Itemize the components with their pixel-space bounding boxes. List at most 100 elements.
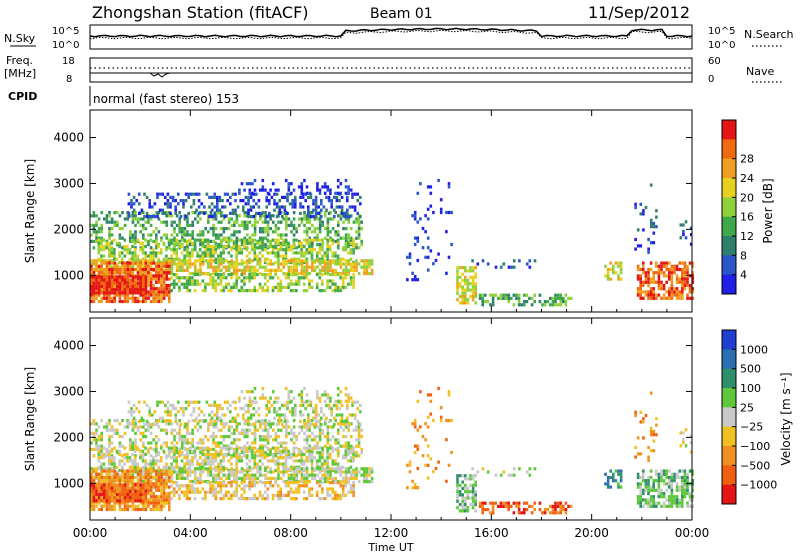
power-cell [248, 238, 251, 242]
power-cell [249, 208, 253, 212]
velocity-cell [90, 470, 93, 474]
velocity-cell [272, 438, 275, 442]
power-cell [326, 254, 329, 258]
velocity-cell [152, 482, 155, 486]
velocity-cell [287, 454, 291, 458]
power-cell [152, 283, 155, 288]
power-cell [157, 293, 161, 297]
velocity-cell [235, 487, 238, 491]
power-cell [116, 293, 119, 297]
velocity-cell [237, 484, 241, 488]
power-cell [95, 267, 98, 272]
power-cell [230, 259, 233, 263]
power-cell [118, 271, 122, 275]
power-cell [90, 299, 93, 304]
velocity-cell [155, 472, 158, 476]
power-cell [95, 296, 98, 300]
power-cell [461, 288, 464, 292]
power-cell [665, 274, 668, 278]
velocity-cell [207, 428, 210, 432]
power-cell [113, 291, 116, 295]
power-cell [211, 251, 215, 255]
power-cell [151, 215, 154, 219]
velocity-cell [298, 431, 301, 435]
velocity-cell [188, 497, 192, 501]
power-cell [90, 233, 93, 237]
velocity-cell [246, 454, 249, 458]
power-cell [686, 277, 689, 281]
power-cell [196, 259, 200, 263]
power-cell [128, 257, 132, 261]
power-cell [115, 257, 119, 261]
velocity-cell [168, 454, 171, 458]
velocity-cell [331, 468, 335, 473]
velocity-cell [134, 419, 137, 423]
power-cell [321, 289, 324, 293]
velocity-cell [100, 467, 103, 471]
power-cell [533, 293, 536, 297]
velocity-cell [105, 428, 109, 432]
velocity-cell [165, 419, 168, 423]
power-cell [162, 293, 166, 297]
velocity-cell [131, 499, 135, 503]
velocity-cell [214, 476, 218, 480]
power-cell [103, 278, 106, 282]
power-cell [250, 241, 254, 245]
power-cell [644, 293, 648, 297]
power-cell [211, 254, 215, 258]
velocity-cell [292, 419, 296, 423]
velocity-cell [133, 449, 137, 453]
velocity-cell [342, 480, 345, 484]
velocity-cell [326, 438, 330, 442]
power-cell [133, 251, 137, 255]
velocity-cell [337, 422, 340, 426]
velocity-cell [135, 407, 138, 411]
power-cell [243, 220, 246, 224]
velocity-cell [329, 470, 332, 474]
power-cell [123, 284, 127, 289]
velocity-cell [344, 449, 348, 453]
power-cell [652, 290, 655, 294]
power-cell [308, 238, 311, 242]
power-cell [201, 243, 205, 247]
velocity-cell [295, 473, 298, 477]
power-cell [220, 268, 223, 272]
power-cell [142, 262, 145, 266]
power-cell [311, 265, 314, 269]
power-cell [149, 290, 153, 294]
power-cell [639, 283, 642, 288]
power-cell [233, 223, 236, 227]
velocity-cell [105, 507, 109, 512]
velocity-cell [165, 469, 168, 473]
power-cell [298, 217, 301, 221]
power-cell [97, 227, 101, 231]
velocity-cell [103, 475, 106, 480]
power-cell [297, 279, 301, 283]
power-cell [295, 265, 298, 269]
power-cell [162, 277, 166, 281]
power-cell [408, 262, 412, 266]
velocity-cell [144, 504, 148, 508]
power-cell [484, 300, 487, 304]
power-cell [312, 202, 315, 206]
power-cell [188, 238, 192, 242]
power-cell [234, 211, 237, 215]
velocity-cell [160, 472, 163, 476]
velocity-cell [336, 446, 340, 450]
velocity-cell [142, 492, 145, 497]
velocity-cell [308, 425, 311, 429]
velocity-cell [232, 452, 236, 457]
power-cell [139, 291, 142, 295]
velocity-cell [167, 449, 171, 453]
power-cell [187, 195, 190, 199]
power-cell [289, 248, 293, 252]
velocity-cell [110, 467, 114, 471]
velocity-cell [121, 454, 124, 458]
velocity-cell [183, 435, 187, 439]
power-cell [209, 279, 212, 283]
power-cell [352, 282, 355, 286]
velocity-cell [134, 467, 137, 471]
power-cell [295, 227, 298, 231]
power-cell [193, 273, 197, 277]
power-cell [564, 303, 568, 307]
